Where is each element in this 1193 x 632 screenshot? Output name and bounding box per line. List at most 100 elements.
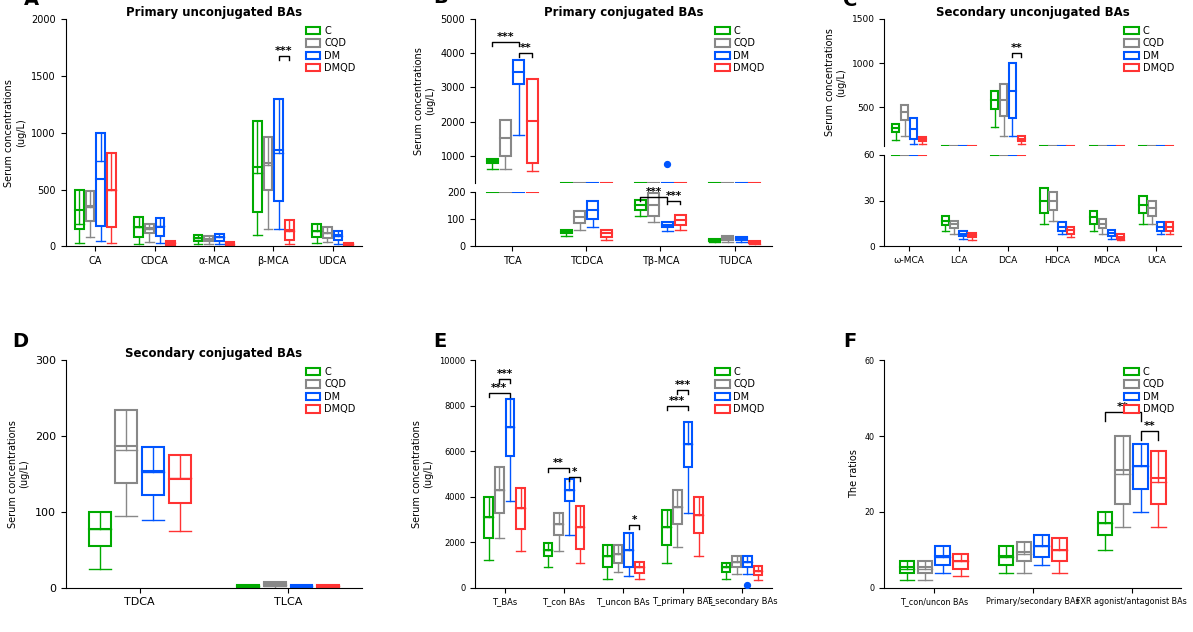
Bar xyxy=(635,200,645,210)
Bar xyxy=(635,562,644,573)
Bar xyxy=(264,583,285,586)
Bar xyxy=(601,229,612,237)
Bar xyxy=(225,242,234,245)
Bar xyxy=(754,566,762,575)
Bar xyxy=(317,585,339,587)
Bar xyxy=(969,233,976,238)
Text: A: A xyxy=(24,0,39,9)
Bar xyxy=(662,511,670,545)
Bar xyxy=(555,513,563,535)
Bar xyxy=(1000,84,1007,116)
Bar xyxy=(142,447,165,495)
Text: ***: *** xyxy=(496,32,514,42)
Bar xyxy=(1166,222,1174,231)
Legend: C, CQD, DM, DMQD: C, CQD, DM, DMQD xyxy=(711,22,768,77)
Title: Secondary conjugated BAs: Secondary conjugated BAs xyxy=(125,347,303,360)
Bar xyxy=(1148,201,1156,216)
Bar xyxy=(323,227,332,238)
Bar xyxy=(722,562,730,572)
Text: **: ** xyxy=(1010,43,1022,53)
Bar xyxy=(264,137,272,190)
Bar xyxy=(107,153,116,227)
Bar xyxy=(743,556,752,568)
Bar xyxy=(88,512,111,546)
Bar xyxy=(959,231,966,236)
Bar xyxy=(613,545,623,562)
Bar xyxy=(602,545,612,568)
Legend: C, CQD, DM, DMQD: C, CQD, DM, DMQD xyxy=(302,22,359,77)
Bar xyxy=(917,561,932,573)
Bar xyxy=(733,556,741,568)
Bar xyxy=(1009,63,1016,118)
Bar xyxy=(334,231,342,240)
Bar xyxy=(624,533,633,568)
Bar xyxy=(495,467,503,513)
Title: Primary unconjugated BAs: Primary unconjugated BAs xyxy=(126,6,302,19)
Bar xyxy=(1099,219,1106,228)
Bar xyxy=(1034,535,1049,557)
Title: Secondary unconjugated BAs: Secondary unconjugated BAs xyxy=(935,6,1130,19)
Y-axis label: The ratios: The ratios xyxy=(849,449,859,499)
Y-axis label: Serum concentrations
(ug/L): Serum concentrations (ug/L) xyxy=(4,79,26,186)
Bar xyxy=(709,240,721,241)
Bar xyxy=(144,224,154,233)
Bar xyxy=(587,202,599,219)
Bar xyxy=(484,497,493,538)
Bar xyxy=(253,121,261,212)
Bar xyxy=(86,191,94,221)
Bar xyxy=(204,236,214,241)
Bar xyxy=(910,118,917,139)
Bar xyxy=(1018,137,1025,141)
Bar xyxy=(500,120,511,155)
Bar xyxy=(215,234,223,241)
Bar xyxy=(291,585,313,587)
Title: Primary conjugated BAs: Primary conjugated BAs xyxy=(544,6,703,19)
Text: ***: *** xyxy=(669,396,686,406)
Legend: C, CQD, DM, DMQD: C, CQD, DM, DMQD xyxy=(711,363,768,418)
Text: **: ** xyxy=(1144,421,1155,431)
Text: ***: *** xyxy=(645,187,662,197)
Bar xyxy=(662,222,673,228)
Point xyxy=(657,159,676,169)
Point xyxy=(737,580,756,590)
Y-axis label: Serum concentrations
(ug/L): Serum concentrations (ug/L) xyxy=(414,47,435,155)
Text: *: * xyxy=(571,466,577,477)
Legend: C, CQD, DM, DMQD: C, CQD, DM, DMQD xyxy=(1120,22,1179,77)
Bar xyxy=(1098,512,1112,535)
Text: ***: *** xyxy=(492,382,507,392)
Bar xyxy=(274,99,283,201)
Bar xyxy=(237,585,259,587)
Bar xyxy=(892,124,900,132)
Bar xyxy=(901,105,908,119)
Bar xyxy=(345,243,353,245)
Text: C: C xyxy=(843,0,858,10)
Bar xyxy=(1157,222,1164,231)
Bar xyxy=(919,137,926,141)
Bar xyxy=(513,60,524,84)
Text: F: F xyxy=(843,332,857,351)
Bar xyxy=(1133,444,1148,489)
Bar xyxy=(694,497,703,533)
Bar xyxy=(999,546,1013,565)
Bar xyxy=(1117,234,1124,239)
Legend: C, CQD, DM, DMQD: C, CQD, DM, DMQD xyxy=(1120,363,1179,418)
Bar xyxy=(1052,538,1067,561)
Bar xyxy=(576,506,585,549)
Bar xyxy=(285,221,293,240)
Bar xyxy=(900,561,915,573)
Bar xyxy=(193,235,203,241)
Bar xyxy=(951,221,958,228)
Bar xyxy=(648,193,660,216)
Bar xyxy=(526,79,538,162)
Bar xyxy=(935,546,950,565)
Bar xyxy=(116,410,137,483)
Bar xyxy=(1058,222,1065,231)
Bar xyxy=(675,215,686,224)
Bar xyxy=(97,133,105,226)
Bar xyxy=(506,399,514,456)
Bar xyxy=(723,236,734,240)
Bar xyxy=(684,422,692,467)
Bar xyxy=(75,190,84,229)
Text: **: ** xyxy=(554,458,564,468)
Bar xyxy=(544,544,552,556)
